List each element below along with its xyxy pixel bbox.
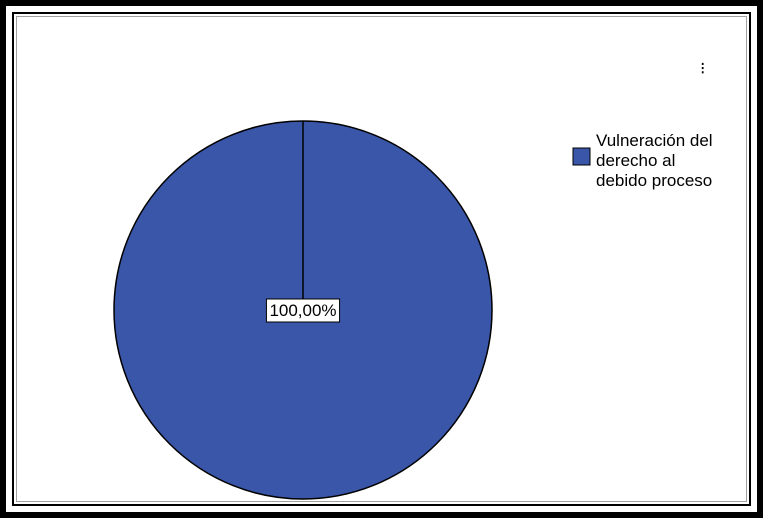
legend-marker-glyph: ⁝ xyxy=(700,59,705,78)
legend-label-line-1: Vulneración del xyxy=(596,131,713,150)
data-label: 100,00% xyxy=(265,298,341,323)
legend-label-line-2: derecho al xyxy=(596,151,675,170)
data-label-text: 100,00% xyxy=(269,301,336,320)
legend: Vulneración del derecho al debido proces… xyxy=(572,131,713,190)
legend-label-line-3: debido proceso xyxy=(596,171,712,190)
data-label-box xyxy=(265,298,341,323)
legend-swatch xyxy=(572,147,591,166)
